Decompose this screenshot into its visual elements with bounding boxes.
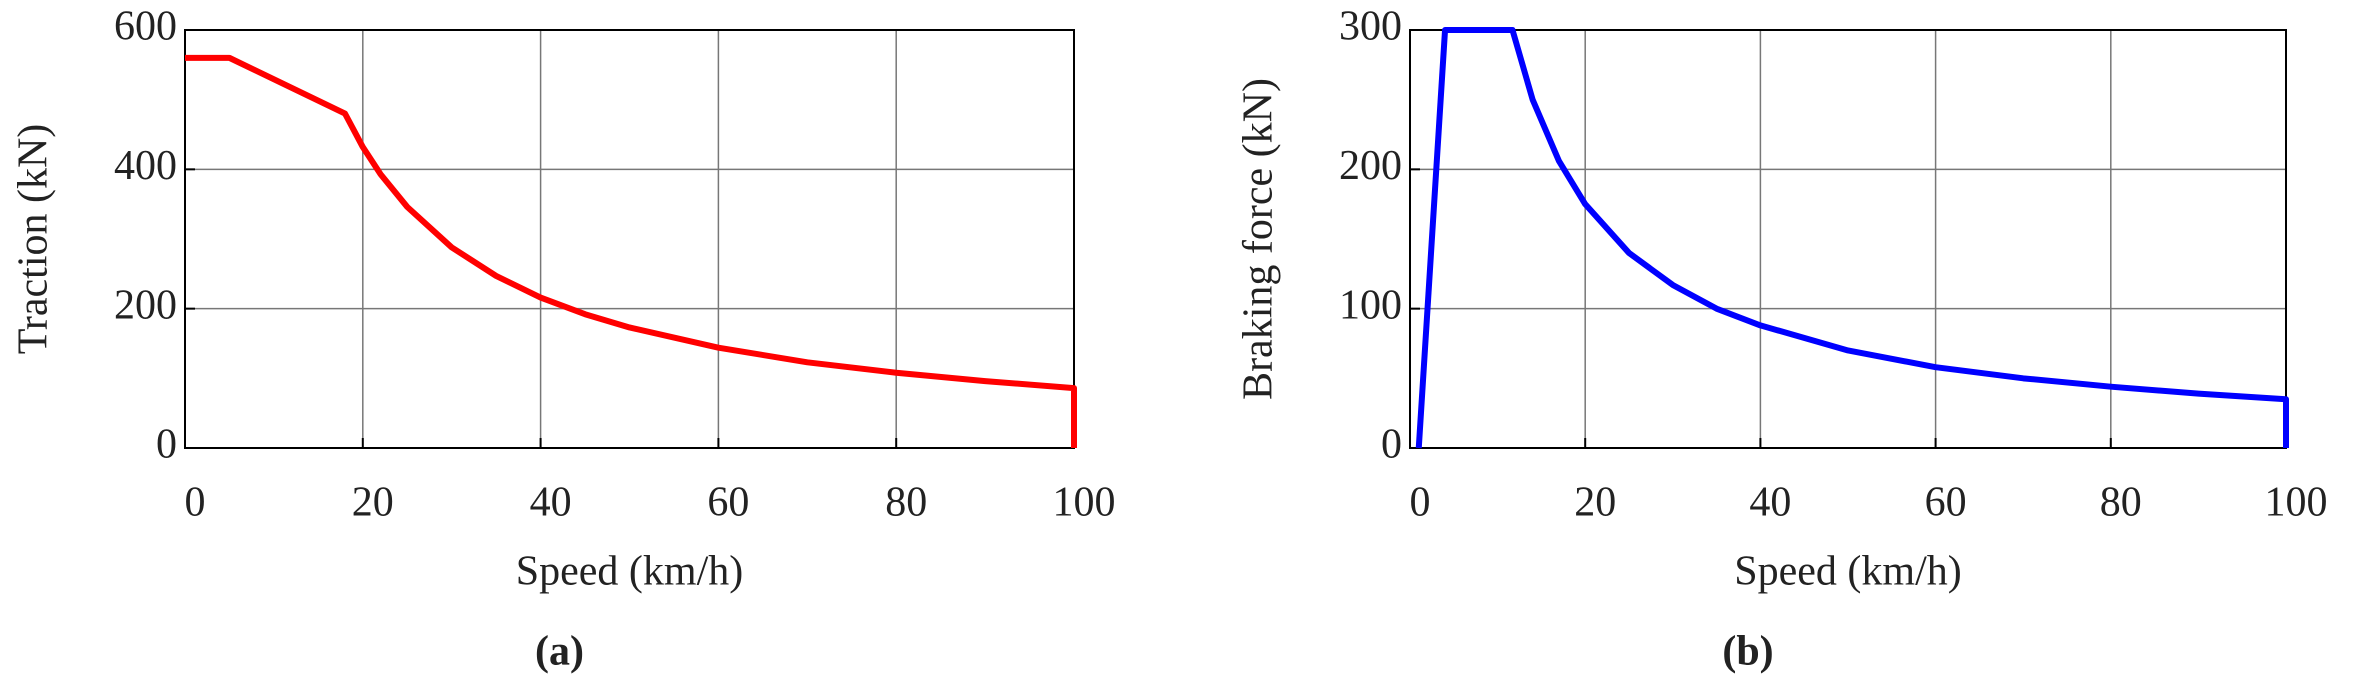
x-axis-title: Speed (km/h) [1734,549,1961,595]
x-tick-label: 60 [707,480,749,526]
x-tick-label: 20 [352,480,394,526]
x-tick-label: 100 [2265,480,2328,526]
x-tick-label: 100 [1053,480,1116,526]
y-tick-label: 600 [114,4,177,50]
plot-frame [1409,29,2287,449]
y-tick-label: 100 [1339,282,1402,328]
x-tick-label: 40 [1749,480,1791,526]
x-tick-label: 0 [185,480,206,526]
panel-caption: (a) [535,629,584,675]
y-tick-label: 0 [1381,422,1402,468]
x-axis-title: Speed (km/h) [516,549,743,595]
x-tick-label: 20 [1574,480,1616,526]
y-tick-label: 400 [114,143,177,189]
plot-frame [184,29,1075,449]
x-tick-label: 60 [1925,480,1967,526]
x-tick-label: 80 [2100,480,2142,526]
y-tick-label: 200 [114,282,177,328]
x-tick-label: 0 [1410,480,1431,526]
data-line [1415,27,2289,449]
panel-caption: (b) [1722,629,1773,675]
x-tick-label: 40 [530,480,572,526]
y-axis-title: Braking force (kN) [1236,78,1282,400]
y-axis-title: Traction (kN) [11,124,57,355]
y-tick-label: 200 [1339,143,1402,189]
y-tick-label: 300 [1339,4,1402,50]
x-tick-label: 80 [885,480,927,526]
data-line [185,54,1077,448]
y-tick-label: 0 [156,422,177,468]
